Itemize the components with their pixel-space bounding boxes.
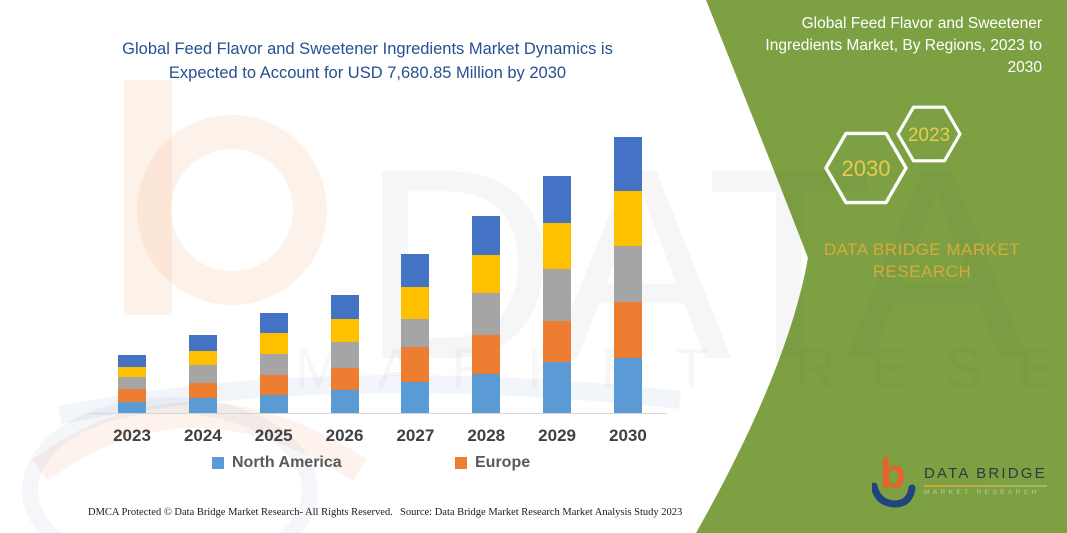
bar-segment (330, 342, 359, 369)
stacked-bar-2027 (401, 254, 430, 413)
logo-divider-line (924, 484, 1047, 487)
bar-segment (472, 293, 501, 336)
bar-segment (259, 333, 288, 355)
bar-segment (613, 246, 642, 303)
logo-subtitle-text: MARKET RESEARCH (924, 488, 1040, 496)
x-axis-label: 2025 (254, 426, 293, 445)
x-axis-label-cell: 2024 (184, 426, 222, 446)
bar-segment (118, 402, 146, 413)
logo-title-text: DATA BRIDGE (924, 464, 1047, 482)
bar-segment (259, 375, 288, 395)
x-axis-label-cell: 2026 (326, 426, 364, 446)
legend-label: Europe (475, 454, 531, 471)
x-axis-label: 2023 (113, 426, 151, 445)
bar-segment (118, 355, 146, 368)
bar-segment (330, 390, 359, 413)
bar-segment (472, 374, 501, 413)
legend-swatch (212, 457, 224, 469)
footer-dmca-text: DMCA Protected © Data Bridge Market Rese… (88, 507, 393, 518)
x-axis-label: 2030 (609, 426, 647, 445)
data-bridge-logo-icon: b (872, 452, 916, 508)
bar-segment (543, 223, 572, 270)
stacked-bar-2023 (118, 355, 146, 413)
hexagon-2023-label: 2023 (908, 125, 950, 146)
stacked-bar-2028 (472, 216, 501, 413)
x-axis-label-cell: 2025 (255, 426, 293, 446)
bar-segment (118, 367, 146, 378)
hexagon-2023 (896, 105, 962, 163)
x-axis-label-cell: 2030 (609, 426, 647, 446)
bar-segment (401, 254, 430, 288)
bar-segment (188, 398, 217, 413)
bar-segment (613, 137, 642, 192)
side-panel-brand-text: DATA BRIDGE MARKET RESEARCH (811, 239, 1033, 283)
bar-segment (330, 295, 359, 320)
side-panel-title: Global Feed Flavor and Sweetener Ingredi… (765, 15, 1042, 76)
bar-segment (472, 216, 501, 256)
bar-segment (543, 321, 572, 363)
stacked-bar-2026 (330, 295, 359, 413)
bar-segment (330, 368, 359, 391)
x-axis-label: 2027 (396, 426, 435, 445)
hexagon-2030-label: 2030 (842, 156, 891, 181)
x-axis-label-cell: 2023 (113, 426, 151, 446)
stacked-bar-2025 (259, 313, 288, 413)
x-axis-label: 2026 (325, 426, 364, 445)
bar-segment (613, 358, 642, 413)
stacked-bar-2024 (188, 335, 217, 413)
x-axis-label: 2024 (183, 426, 222, 445)
bar-segment (259, 395, 288, 413)
bar-segment (613, 191, 642, 247)
x-axis-label: 2029 (538, 426, 576, 445)
data-bridge-logo: b DATA BRIDGE MARKET RESEARCH (872, 452, 1047, 508)
x-axis-labels: 2023 2024 2025 2026 2027 2028 2029 2030 (113, 426, 647, 446)
x-axis-label-cell: 2029 (538, 426, 576, 446)
bar-segment (401, 382, 430, 413)
bar-segment (401, 287, 430, 320)
bar-chart-plot-area (118, 137, 642, 413)
footer-source-text: Source: Data Bridge Market Research Mark… (400, 507, 683, 518)
bar-segment (401, 347, 430, 382)
legend-item-north-america: North America (212, 454, 342, 472)
bar-segment (543, 269, 572, 322)
stacked-bar-2030 (613, 137, 642, 413)
bar-segment (543, 362, 572, 413)
bar-segment (472, 335, 501, 375)
bar-segment (401, 319, 430, 348)
bar-segment (472, 255, 501, 294)
bar-segment (188, 365, 217, 384)
brand-text-line2: RESEARCH (872, 262, 972, 281)
side-panel-shape (696, 0, 1067, 533)
legend-item-europe: Europe (455, 454, 530, 472)
bar-segment (118, 377, 146, 390)
hexagon-2030 (824, 131, 908, 205)
x-axis-label-cell: 2027 (396, 426, 434, 446)
bar-segment (259, 313, 288, 334)
chart-title: Global Feed Flavor and Sweetener Ingredi… (122, 40, 613, 82)
logo-blue-swoosh (872, 482, 916, 508)
bar-segment (543, 176, 572, 224)
bar-segment (118, 389, 146, 403)
stacked-bar-2029 (543, 176, 572, 413)
logo-monogram-b: b (880, 452, 906, 497)
brand-text-line1: DATA BRIDGE MARKET (823, 240, 1021, 259)
year-hexagons: 2030 2023 (824, 105, 962, 205)
legend-label: North America (232, 454, 342, 471)
chart-legend: North America Europe (0, 452, 667, 474)
bar-segment (330, 319, 359, 343)
x-axis-label: 2028 (467, 426, 506, 445)
bar-segment (259, 354, 288, 375)
bar-segment (188, 335, 217, 352)
x-axis-label-cell: 2028 (467, 426, 505, 446)
bar-segment (188, 351, 217, 366)
bar-segment (188, 383, 217, 399)
x-axis-line (90, 413, 667, 414)
legend-swatch (455, 457, 467, 469)
bar-segment (613, 302, 642, 358)
